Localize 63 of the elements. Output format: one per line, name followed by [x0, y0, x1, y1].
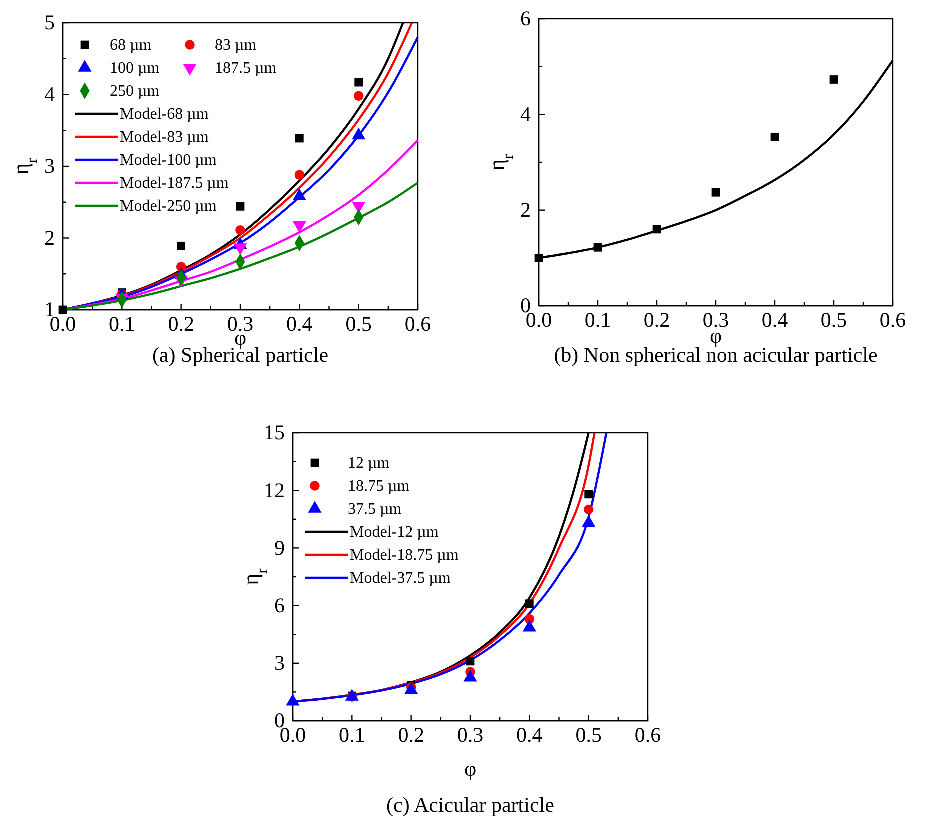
point	[594, 243, 602, 252]
x-axis-title: φ	[464, 757, 477, 781]
y-tick-label: 2	[44, 226, 55, 250]
y-tick-label: 9	[274, 536, 285, 560]
y-tick-label: 6	[274, 594, 285, 618]
point	[712, 188, 720, 197]
x-tick-label: 0.3	[457, 722, 484, 747]
point	[236, 202, 245, 211]
legend-label: 37.5 µm	[348, 501, 402, 518]
x-tick-label: 0.4	[286, 312, 314, 336]
x-tick-label: 0.4	[516, 722, 544, 747]
x-tick-label: 0.5	[820, 308, 848, 332]
x-tick-label: 0.1	[584, 308, 612, 332]
y-tick-label: 5	[44, 10, 55, 35]
y-tick-label: 6	[520, 6, 531, 31]
legend-label: Model-68 µm	[120, 106, 210, 123]
x-tick-label: 0.5	[346, 312, 372, 336]
point	[466, 657, 475, 666]
legend-label: Model-37.5 µm	[350, 570, 452, 587]
legend-label: Model-250 µm	[120, 198, 218, 215]
x-tick-label: 0.1	[339, 722, 366, 747]
legend-label: Model-187.5 µm	[120, 175, 230, 192]
x-tick-label: 0.4	[762, 308, 789, 332]
legend-label: 12 µm	[348, 455, 390, 472]
point	[177, 242, 186, 250]
x-tick-label: 0.1	[109, 312, 136, 336]
y-tick-label: 12	[264, 478, 285, 502]
x-tick-label: 0.2	[168, 312, 194, 336]
x-tick-label: 0.5	[576, 722, 602, 747]
x-tick-label: 0.2	[398, 722, 424, 747]
legend-label: 83 µm	[215, 37, 258, 54]
legend-label: 250 µm	[110, 83, 160, 100]
y-tick-label: 3	[44, 154, 55, 178]
point	[525, 600, 534, 608]
point	[770, 132, 780, 142]
y-tick-label: 4	[520, 102, 532, 126]
point	[534, 254, 544, 262]
y-tick-label: 3	[274, 651, 285, 676]
point	[652, 225, 662, 234]
y-tick-label: 4	[44, 82, 56, 106]
point	[584, 490, 594, 499]
point	[830, 76, 838, 84]
text: (b) Non spherical non acicular particle	[554, 343, 878, 367]
legend-label: Model-18.75 µm	[350, 547, 460, 564]
legend-label: 18.75 µm	[348, 478, 410, 495]
legend-label: Model-83 µm	[120, 129, 210, 146]
point	[354, 78, 364, 87]
y-tick-label: 15	[264, 420, 285, 445]
point	[294, 170, 305, 180]
point	[584, 504, 594, 515]
legend-label: 100 µm	[110, 60, 160, 77]
point	[236, 225, 246, 236]
point	[295, 134, 304, 143]
y-tick-label: 2	[520, 198, 531, 222]
legend-label: 187.5 µm	[215, 60, 278, 77]
point	[354, 91, 364, 102]
x-tick-label: 0.6	[634, 722, 662, 747]
legend-label: Model-100 µm	[120, 152, 218, 169]
legend-label: Model-12 µm	[350, 524, 440, 541]
x-tick-label: 0.6	[880, 308, 906, 332]
x-tick-label: 0.2	[644, 308, 670, 332]
x-tick-label: 0.6	[404, 312, 432, 336]
legend-label: 68 µm	[110, 37, 152, 54]
